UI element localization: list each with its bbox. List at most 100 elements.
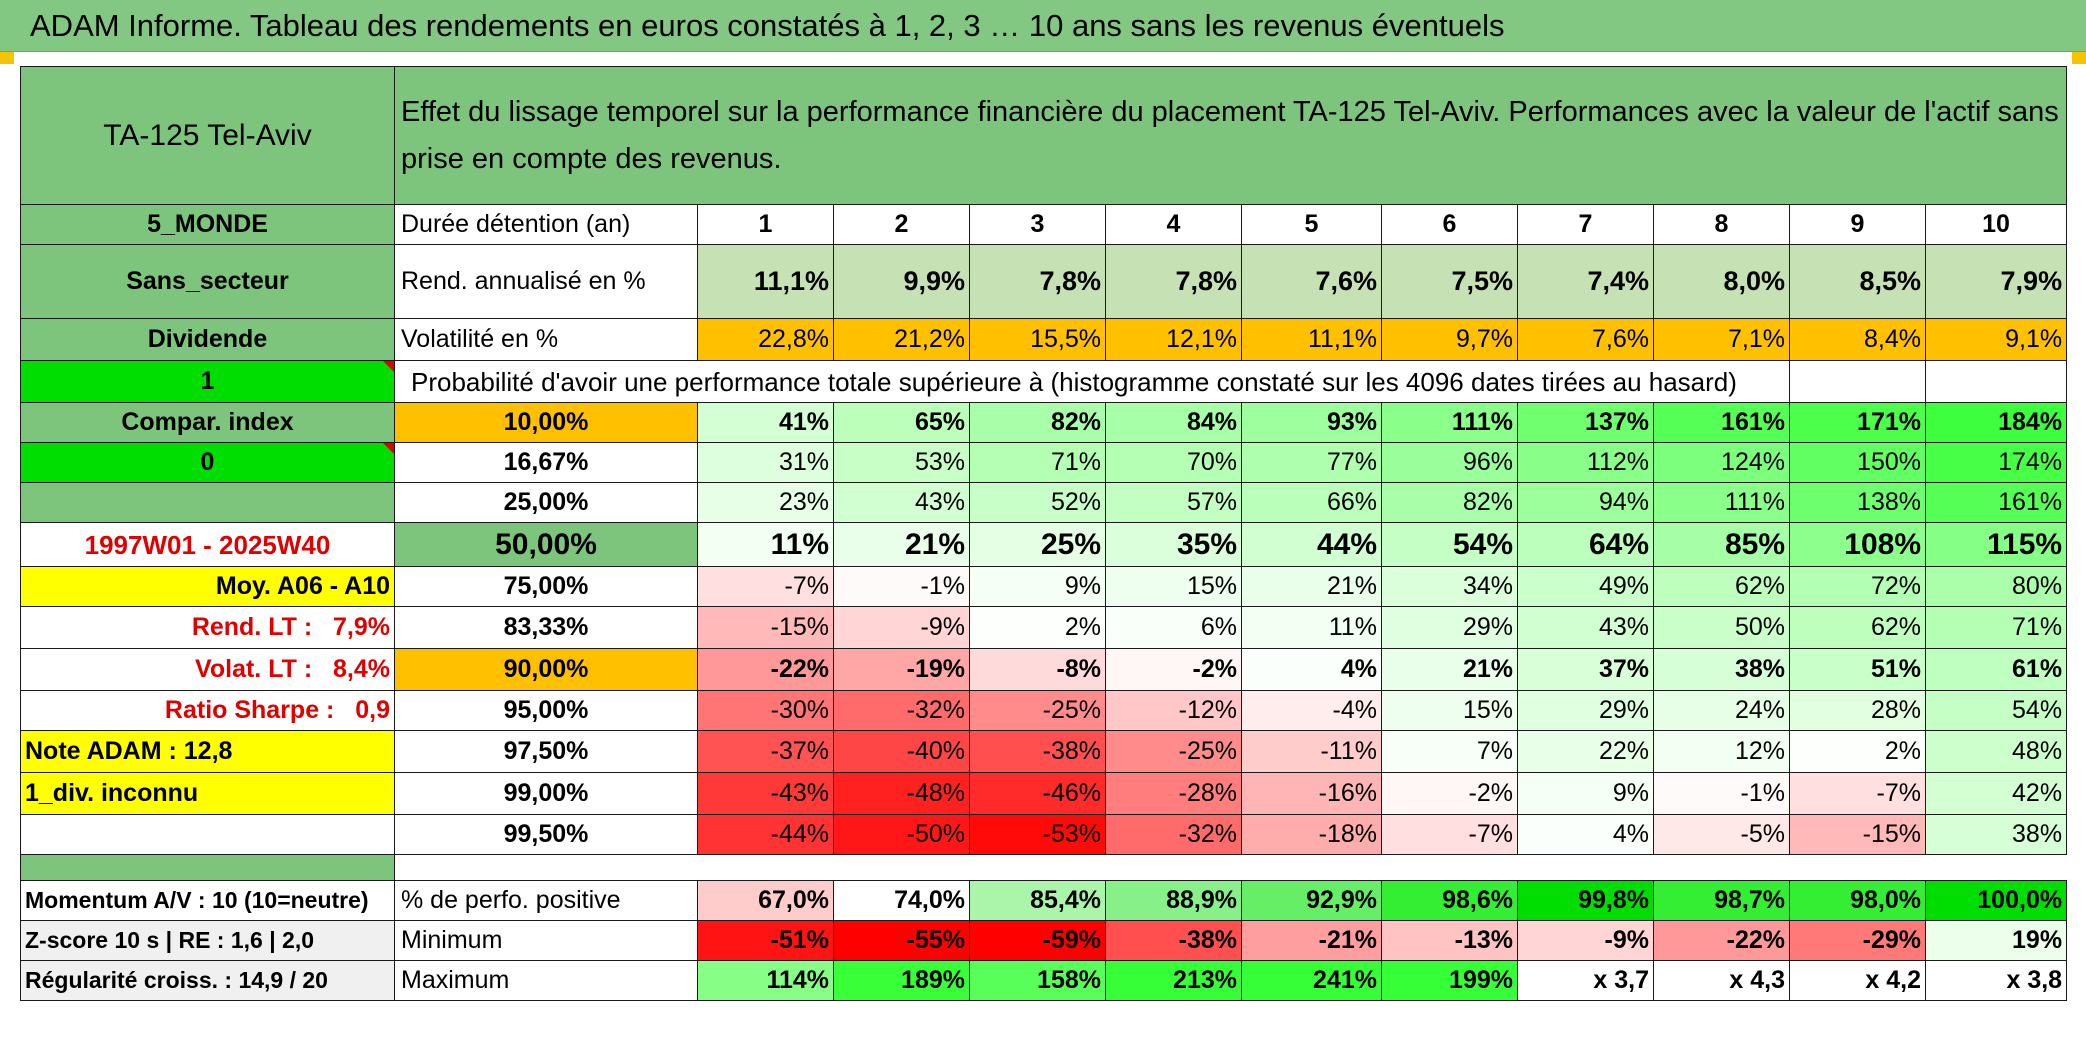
probability-cell: 6% [1105, 606, 1242, 649]
dividend-status: 1_div. inconnu [20, 772, 395, 815]
probability-cell: -1% [1653, 772, 1790, 815]
probability-cell: -28% [1105, 772, 1242, 815]
probability-cell: 38% [1924, 814, 2068, 855]
probability-cell: 44% [1241, 522, 1382, 567]
min-cell: -59% [969, 920, 1106, 961]
probability-cell: -53% [969, 814, 1106, 855]
stats-row: Momentum A/V : 10 (10=neutre)% de perfo.… [20, 880, 2068, 921]
empty-label-cell [20, 814, 395, 855]
probability-cell: 115% [1924, 522, 2068, 567]
duration-header: 7 [1517, 204, 1654, 245]
probability-cell: 15% [1381, 690, 1518, 731]
sharpe-ratio-label: Ratio Sharpe : [164, 696, 335, 724]
probability-row: Moy. A06 - A10 75,00% -7% -1% 9% 15% 21% 34% 49%… [20, 566, 2068, 607]
probability-cell: 70% [1105, 442, 1242, 483]
volatility-cell: 15,5% [969, 318, 1106, 361]
max-cell: x 3,8 [1924, 960, 2068, 1001]
probability-cell: 41% [697, 402, 834, 443]
probability-cell: 171% [1789, 402, 1926, 443]
probability-cell: -18% [1241, 814, 1382, 855]
annual-return-cell: 7,6% [1241, 244, 1382, 319]
volatility-cell: 9,7% [1381, 318, 1518, 361]
probability-cell: 29% [1517, 690, 1654, 731]
probability-threshold: 99,00% [394, 772, 698, 815]
probability-cell: -8% [969, 648, 1106, 691]
probability-cell: 9% [969, 566, 1106, 607]
probability-cell: 24% [1653, 690, 1790, 731]
probability-cell: 62% [1653, 566, 1790, 607]
duration-header: 8 [1653, 204, 1790, 245]
long-term-return: Rend. LT : 7,9% [20, 606, 395, 649]
probability-title: Probabilité d'avoir une performance tota… [394, 360, 1790, 403]
pos-cell: 98,7% [1653, 880, 1790, 921]
min-cell: -29% [1789, 920, 1926, 961]
probability-cell: 161% [1924, 482, 2068, 523]
probability-cell: -12% [1105, 690, 1242, 731]
max-cell: 189% [833, 960, 970, 1001]
volatility-label: Volatilité en % [394, 318, 698, 361]
probability-cell: 53% [833, 442, 970, 483]
probability-cell: 21% [1241, 566, 1382, 607]
probability-cell: 80% [1924, 566, 2068, 607]
probability-cell: 84% [1105, 402, 1242, 443]
probability-cell: 43% [833, 482, 970, 523]
flag-one[interactable]: 1 [20, 360, 395, 403]
probability-cell: 31% [697, 442, 834, 483]
probability-threshold: 97,50% [394, 730, 698, 773]
probability-cell: 94% [1517, 482, 1654, 523]
annual-return-cell: 7,8% [969, 244, 1106, 319]
probability-cell: 66% [1241, 482, 1382, 523]
long-term-return-label: Rend. LT : [191, 613, 313, 641]
duration-header: 5 [1241, 204, 1382, 245]
compar-index-label: Compar. index [20, 402, 395, 443]
probability-cell: 64% [1517, 522, 1654, 567]
sharpe-ratio-value: 0,9 [355, 696, 390, 724]
zone-label: 5_MONDE [20, 204, 395, 245]
duration-header: 4 [1105, 204, 1242, 245]
pos-cell: 92,9% [1241, 880, 1382, 921]
probability-cell: -2% [1105, 648, 1242, 691]
pos-cell: 85,4% [969, 880, 1106, 921]
probability-row: 1_div. inconnu 99,00% -43% -48% -46% -28% -16%… [20, 772, 2068, 815]
probability-cell: -7% [1381, 814, 1518, 855]
probability-cell: 9% [1517, 772, 1654, 815]
min-cell: 19% [1924, 920, 2068, 961]
probability-cell: 82% [1381, 482, 1518, 523]
probability-cell: 49% [1517, 566, 1654, 607]
max-cell: 241% [1241, 960, 1382, 1001]
probability-cell: -25% [969, 690, 1106, 731]
probability-cell: -7% [697, 566, 834, 607]
probability-cell: 72% [1789, 566, 1926, 607]
max-cell: 213% [1105, 960, 1242, 1001]
duration-header: 6 [1381, 204, 1518, 245]
stats-row: Z-score 10 s | RE : 1,6 | 2,0 Minimum -51%… [20, 920, 2068, 961]
probability-cell: 93% [1241, 402, 1382, 443]
probability-threshold: 95,00% [394, 690, 698, 731]
probability-threshold: 75,00% [394, 566, 698, 607]
probability-cell: 150% [1789, 442, 1926, 483]
probability-cell: 71% [1924, 606, 2068, 649]
probability-cell: 2% [1789, 730, 1926, 773]
pos-cell: 98,0% [1789, 880, 1926, 921]
probability-cell: -1% [833, 566, 970, 607]
probability-cell: -7% [1789, 772, 1926, 815]
probability-cell: 52% [969, 482, 1106, 523]
probability-cell: 21% [1381, 648, 1518, 691]
empty-cell [1924, 360, 2068, 403]
probability-cell: -44% [697, 814, 834, 855]
duration-header: 9 [1789, 204, 1926, 245]
max-cell: 158% [969, 960, 1106, 1001]
probability-cell: 12% [1653, 730, 1790, 773]
probability-cell: 124% [1653, 442, 1790, 483]
probability-row: Ratio Sharpe : 0,9 95,00% -30% -32% -25% -12%… [20, 690, 2068, 731]
annual-return-cell: 8,0% [1653, 244, 1790, 319]
probability-cell: 111% [1381, 402, 1518, 443]
volatility-cell: 11,1% [1241, 318, 1382, 361]
probability-cell: 61% [1924, 648, 2068, 691]
min-cell: -22% [1653, 920, 1790, 961]
probability-threshold: 99,50% [394, 814, 698, 855]
regularity-label: Régularité croiss. : 14,9 / 20 [20, 960, 395, 1001]
duration-header: 3 [969, 204, 1106, 245]
probability-threshold: 10,00% [394, 402, 698, 443]
probability-row: 99,50% -44% -50% -53% -32% -18% -7% 4% -5% -15% 38… [20, 814, 2068, 855]
